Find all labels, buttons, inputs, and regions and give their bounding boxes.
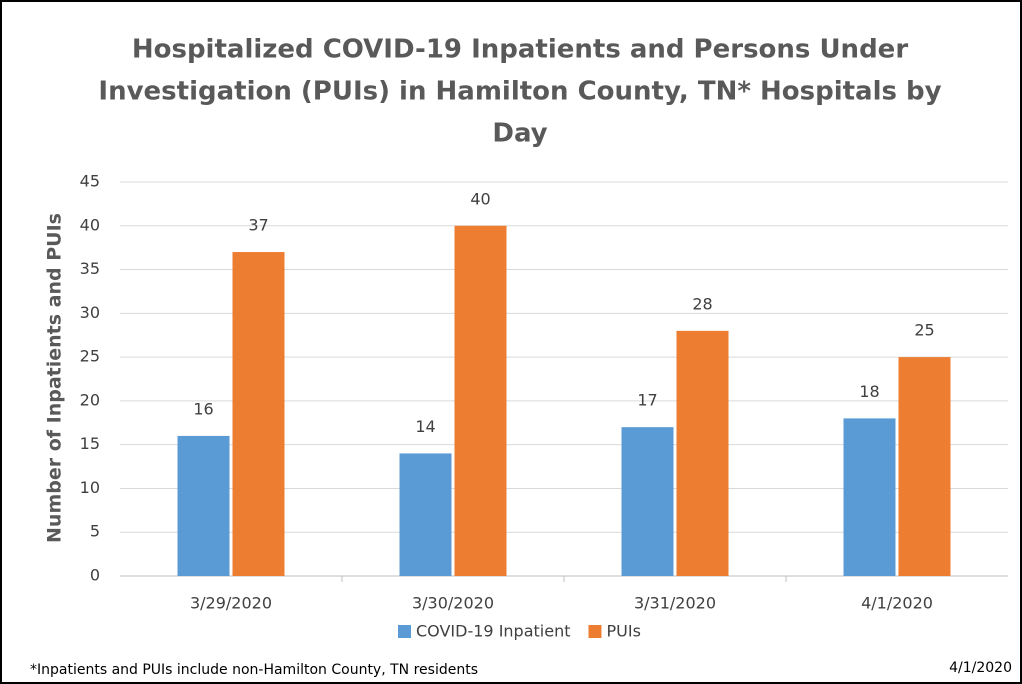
bar: [399, 453, 452, 576]
value-label: 18: [859, 382, 879, 401]
bar: [177, 435, 230, 576]
legend-swatch: [588, 625, 602, 638]
chart-title: Hospitalized COVID-19 Inpatients and Per…: [132, 35, 908, 65]
y-tick-label: 45: [80, 172, 100, 191]
date-stamp: 4/1/2020: [949, 660, 1012, 676]
bar: [843, 418, 896, 576]
y-tick-label: 40: [80, 215, 100, 234]
x-tick-label: 3/30/2020: [412, 594, 494, 613]
x-tick-label: 4/1/2020: [861, 594, 933, 613]
footnote: *Inpatients and PUIs include non-Hamilto…: [30, 662, 478, 678]
value-label: 14: [415, 417, 435, 436]
x-tick-label: 3/31/2020: [634, 594, 716, 613]
value-label: 28: [692, 294, 712, 313]
bar: [898, 357, 951, 576]
bar: [232, 252, 285, 577]
bar: [621, 427, 674, 576]
bar: [454, 225, 507, 576]
value-label: 25: [914, 321, 934, 340]
y-tick-label: 25: [80, 347, 100, 366]
y-tick-label: 35: [80, 259, 100, 278]
y-tick-label: 20: [80, 390, 100, 409]
chart-title: Investigation (PUIs) in Hamilton County,…: [98, 77, 941, 107]
y-tick-label: 0: [90, 566, 100, 585]
value-label: 37: [248, 216, 268, 235]
y-tick-label: 15: [80, 434, 100, 453]
y-axis-title: Number of Inpatients and PUIs: [44, 213, 66, 543]
legend-label: COVID-19 Inpatient: [416, 622, 570, 641]
legend-swatch: [398, 625, 411, 638]
y-tick-label: 10: [80, 478, 100, 497]
value-label: 16: [193, 399, 213, 418]
legend-label: PUIs: [606, 622, 640, 641]
value-label: 40: [470, 189, 490, 208]
y-tick-label: 30: [80, 303, 100, 322]
bar: [676, 330, 729, 576]
chart-title: Day: [492, 119, 547, 149]
value-label: 17: [637, 391, 657, 410]
x-tick-label: 3/29/2020: [190, 594, 272, 613]
y-tick-label: 5: [90, 522, 100, 541]
